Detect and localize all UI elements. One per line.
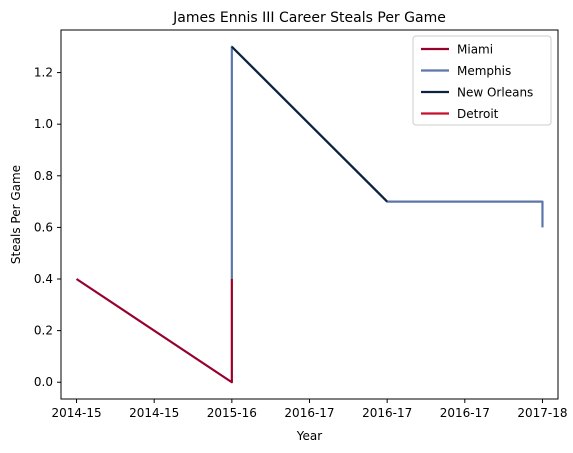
y-tick-label: 0.4 bbox=[34, 272, 53, 286]
legend-label: Miami bbox=[457, 43, 493, 57]
legend-label: New Orleans bbox=[457, 86, 533, 100]
y-axis-ticks: 0.0 0.2 0.4 0.6 0.8 1.0 1.2 bbox=[34, 66, 61, 390]
y-tick-label: 1.2 bbox=[34, 66, 53, 80]
legend: Miami Memphis New Orleans Detroit bbox=[413, 36, 551, 125]
x-axis-ticks: 2014-15 2014-15 2015-16 2016-17 2016-17 2016-… bbox=[51, 399, 567, 420]
y-tick-label: 0.2 bbox=[34, 324, 53, 338]
x-axis-label: Year bbox=[296, 429, 322, 443]
x-tick-label: 2014-15 bbox=[51, 406, 101, 420]
y-axis-label: Steals Per Game bbox=[9, 165, 23, 264]
y-tick-label: 0.0 bbox=[34, 375, 53, 389]
x-tick-label: 2016-17 bbox=[284, 406, 334, 420]
chart-title: James Ennis III Career Steals Per Game bbox=[172, 10, 446, 26]
x-tick-label: 2016-17 bbox=[362, 406, 412, 420]
x-tick-label: 2014-15 bbox=[129, 406, 179, 420]
x-tick-label: 2015-16 bbox=[207, 406, 257, 420]
x-tick-label: 2017-18 bbox=[517, 406, 567, 420]
legend-label: Detroit bbox=[457, 107, 499, 121]
y-tick-label: 1.0 bbox=[34, 117, 53, 131]
x-tick-label: 2016-17 bbox=[440, 406, 490, 420]
y-tick-label: 0.8 bbox=[34, 169, 53, 183]
y-tick-label: 0.6 bbox=[34, 220, 53, 234]
legend-label: Memphis bbox=[457, 64, 511, 78]
